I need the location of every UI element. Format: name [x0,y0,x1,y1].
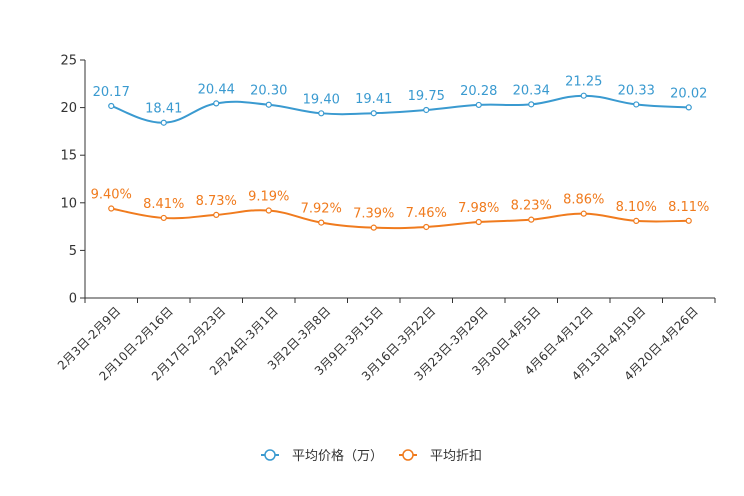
y-tick-label: 25 [60,54,77,69]
data-label: 20.17 [93,85,130,100]
data-label: 8.11% [668,200,709,215]
data-point[interactable] [633,217,640,224]
y-tick-label: 0 [69,292,77,307]
data-label: 8.73% [196,194,237,209]
data-label: 8.41% [143,197,184,212]
data-label: 7.92% [301,202,342,217]
data-label: 18.41 [145,102,182,117]
data-point[interactable] [580,92,587,99]
data-label: 20.34 [513,83,550,98]
data-point[interactable] [685,104,692,111]
legend-item-avg-discount[interactable]: 平均折扣 [399,449,482,464]
legend-marker-icon [264,449,276,461]
legend-label: 平均价格（万） [292,448,383,464]
data-point[interactable] [213,211,220,218]
data-label: 7.39% [353,207,394,222]
legend-marker-icon [402,449,414,461]
data-point[interactable] [370,110,377,117]
data-label: 8.23% [511,199,552,214]
data-point[interactable] [423,106,430,114]
data-point[interactable] [108,205,115,212]
y-tick-label: 10 [60,196,77,211]
data-label: 19.41 [355,92,392,107]
data-point[interactable] [318,110,325,117]
data-point[interactable] [370,224,377,231]
data-point[interactable] [213,100,220,107]
data-point[interactable] [265,101,272,108]
legend-label: 平均折扣 [430,449,482,464]
data-point[interactable] [318,219,325,226]
series-avg-price: 20.17 18.41 20.44 20.30 19.40 19.41 19.75 20.28… [93,75,707,126]
data-label: 7.98% [458,201,499,216]
data-point[interactable] [160,119,167,126]
data-point[interactable] [685,217,692,224]
series-layer: 20.17 18.41 20.44 20.30 19.40 19.41 19.75 20.28… [91,75,709,231]
data-point[interactable] [528,101,535,108]
legend[interactable]: 平均价格（万） 平均折扣 [261,448,482,464]
data-point[interactable] [265,207,272,214]
y-tick-label: 20 [60,101,77,116]
data-label: 20.02 [670,86,707,101]
data-point[interactable] [423,223,430,231]
data-label: 9.19% [248,190,289,205]
data-label: 8.86% [563,193,604,208]
data-point[interactable] [160,214,167,222]
data-point[interactable] [475,101,482,109]
data-label: 8.10% [616,200,657,215]
data-label: 19.40 [303,92,340,107]
series-line [111,207,689,230]
y-tick-label: 15 [60,149,77,164]
data-label: 20.30 [250,84,287,99]
data-label: 20.44 [198,82,235,97]
data-point[interactable] [580,210,587,217]
legend-item-avg-price[interactable]: 平均价格（万） [261,448,383,464]
data-point[interactable] [108,102,115,110]
y-tick-label: 5 [69,244,77,259]
data-point[interactable] [633,101,640,108]
data-label: 7.46% [406,206,447,221]
data-label: 20.28 [460,84,497,99]
data-point[interactable] [475,218,482,226]
data-point[interactable] [528,216,535,223]
data-label: 9.40% [91,188,132,203]
series-avg-discount: 9.40% 8.41% 8.73% 9.19% 7.92% 7.39% 7.46% 7.98%… [91,188,709,231]
data-label: 21.25 [565,75,602,90]
data-label: 19.75 [408,89,445,104]
data-label: 20.33 [618,83,655,98]
series-line [110,94,689,124]
